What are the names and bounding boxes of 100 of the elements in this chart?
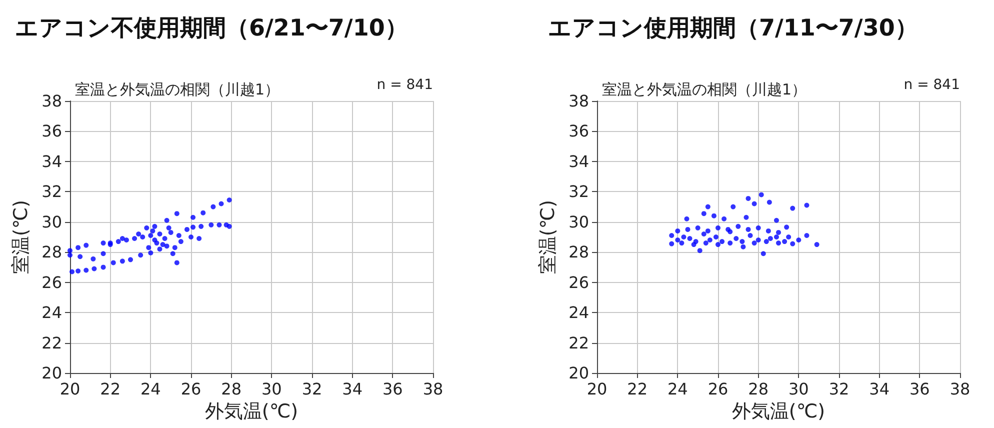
- x-tick-label: 20: [586, 380, 608, 398]
- x-tick-label: 20: [60, 380, 80, 398]
- chart-title: エアコン不使用期間（6/21〜7/10）: [15, 16, 408, 42]
- point: [740, 244, 746, 250]
- point: [711, 213, 716, 218]
- y-tick-label: 24: [568, 303, 589, 322]
- x-tick-label: 38: [422, 380, 444, 398]
- point: [782, 239, 788, 244]
- point: [734, 236, 739, 242]
- point: [716, 242, 720, 248]
- point: [768, 236, 773, 242]
- point: [784, 224, 790, 230]
- x-tick-label: 28: [221, 380, 242, 398]
- point: [705, 204, 710, 210]
- point: [684, 216, 690, 222]
- point: [701, 211, 706, 216]
- point: [814, 242, 820, 248]
- y-axis-title: 室温(℃): [537, 200, 560, 274]
- y-tick-label: 30: [42, 212, 62, 232]
- point: [752, 201, 757, 206]
- point: [730, 204, 736, 210]
- chart-subtitle: 室温と外気温の相関（川越1）: [75, 80, 280, 98]
- point: [758, 192, 764, 198]
- x-tick-label: 22: [627, 380, 648, 398]
- text: n = 841: [904, 77, 960, 93]
- point: [804, 202, 810, 208]
- y-tick-label: 34: [568, 152, 589, 171]
- point: [748, 232, 753, 238]
- y-tick-label: 32: [568, 182, 589, 202]
- point: [774, 234, 779, 240]
- x-tick-label: 38: [950, 380, 970, 398]
- y-tick-label: 20: [568, 364, 589, 382]
- point: [713, 234, 718, 240]
- point: [703, 240, 708, 246]
- point: [705, 228, 710, 234]
- point: [728, 240, 733, 246]
- point: [774, 218, 779, 223]
- y-tick-label: 28: [568, 242, 589, 262]
- point: [756, 225, 761, 230]
- point: [740, 239, 745, 244]
- x-tick-label: 32: [302, 380, 322, 398]
- x-tick-label: 30: [788, 380, 809, 398]
- y-tick-label: 36: [42, 122, 62, 141]
- point: [707, 238, 712, 243]
- x-tick-label: 22: [100, 380, 121, 398]
- point: [776, 230, 781, 235]
- point: [756, 238, 761, 243]
- point: [736, 224, 741, 229]
- y-tick-label: 38: [568, 92, 589, 110]
- point: [716, 225, 720, 230]
- point: [746, 226, 751, 232]
- x-tick-label: 36: [909, 380, 930, 398]
- point: [796, 238, 802, 243]
- text: n = 841: [376, 77, 434, 93]
- x-tick-label: 30: [261, 380, 282, 398]
- chart-title: エアコン使用期間（7/11〜7/30）: [548, 16, 918, 42]
- y-tick-label: 22: [568, 333, 589, 352]
- point: [790, 241, 796, 246]
- x-tick-label: 26: [708, 380, 728, 398]
- point: [804, 232, 810, 238]
- point: [687, 236, 692, 242]
- x-axis-title: 外気温(℃): [204, 400, 298, 422]
- point: [746, 196, 751, 201]
- point: [744, 214, 749, 220]
- point: [726, 226, 731, 232]
- y-tick-label: 38: [42, 92, 62, 110]
- y-tick-label: 26: [568, 272, 589, 292]
- y-tick-label: 22: [42, 333, 62, 352]
- point: [760, 251, 766, 256]
- point: [786, 234, 792, 240]
- y-tick-label: 32: [42, 182, 62, 202]
- x-tick-label: 28: [748, 380, 769, 398]
- y-tick-label: 20: [42, 364, 62, 382]
- x-tick-label: 24: [140, 380, 161, 398]
- x-tick-label: 32: [828, 380, 850, 398]
- x-tick-label: 24: [667, 380, 688, 398]
- point: [669, 241, 674, 246]
- x-axis-title: 外気温(℃): [732, 400, 826, 422]
- point: [697, 248, 702, 254]
- x-tick-label: 26: [180, 380, 202, 398]
- point: [752, 240, 757, 246]
- x-tick-label: 34: [869, 380, 890, 398]
- y-tick-label: 36: [568, 122, 589, 141]
- point: [675, 238, 680, 243]
- point: [685, 226, 690, 232]
- y-tick-label: 30: [568, 212, 589, 232]
- point: [681, 234, 686, 240]
- y-axis-title: 室温(℃): [10, 200, 32, 274]
- point: [766, 228, 771, 234]
- point: [701, 231, 706, 236]
- point: [720, 239, 725, 244]
- x-tick-label: 34: [342, 380, 363, 398]
- point: [695, 225, 700, 230]
- point: [790, 206, 796, 211]
- point: [766, 200, 772, 205]
- point: [669, 232, 674, 238]
- point: [679, 240, 684, 246]
- y-tick-label: 34: [42, 152, 62, 171]
- point: [675, 228, 680, 234]
- y-tick-label: 24: [42, 303, 62, 322]
